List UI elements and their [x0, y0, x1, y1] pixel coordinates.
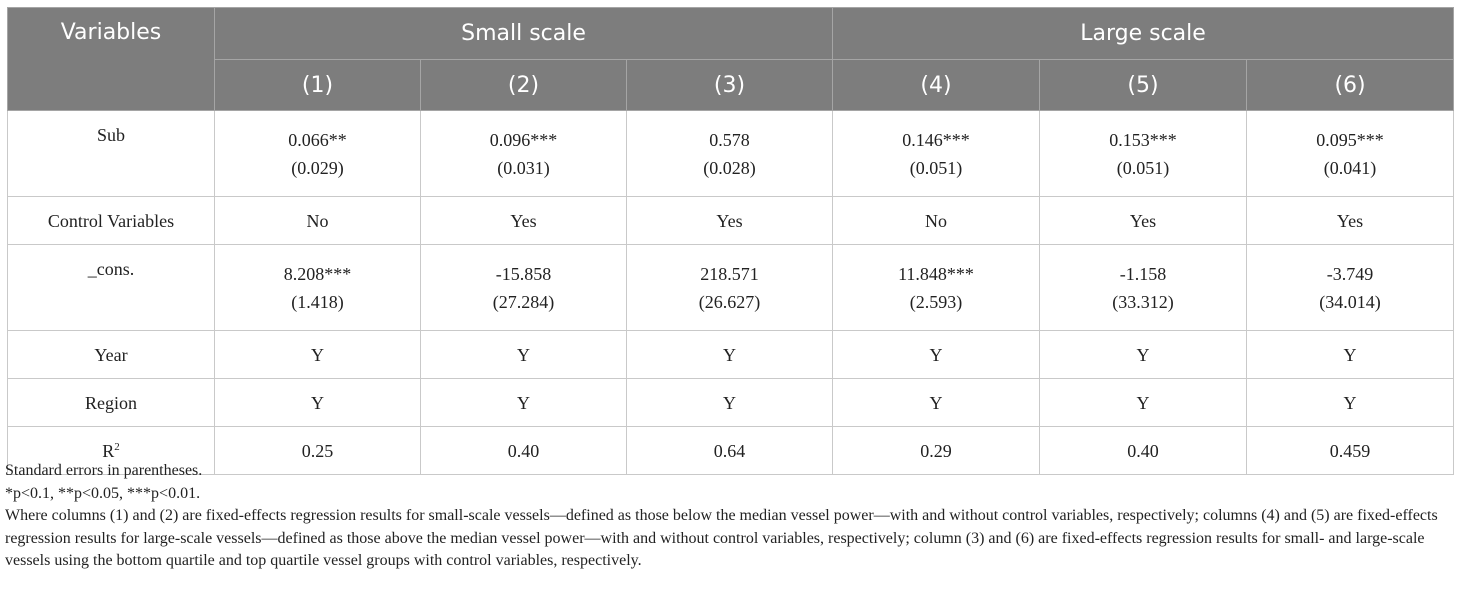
header-col-5: (5) [1039, 59, 1248, 111]
note-description: Where columns (1) and (2) are fixed-effe… [5, 507, 1438, 569]
regression-table: Variables Small scale Large scale (1) (2… [7, 7, 1455, 475]
table-cell: 0.578 (0.028) [625, 110, 834, 197]
std-error: (0.051) [1116, 157, 1170, 178]
row-label-sub: Sub [7, 110, 215, 197]
table-cell: No [214, 196, 421, 245]
table-cell: Y [1246, 330, 1455, 379]
std-error: (33.312) [1112, 291, 1174, 312]
coef-value: 0.146*** [902, 129, 970, 150]
table-cell: 8.208*** (1.418) [214, 244, 421, 331]
table-row-control-variables: Control Variables No Yes Yes No Yes Yes [7, 196, 1455, 245]
table-cell: Y [214, 378, 421, 427]
table-notes: Standard errors in parentheses. *p<0.1, … [5, 460, 1455, 573]
table-row-cons: _cons. 8.208*** (1.418) -15.858 (27.284) 2… [7, 244, 1455, 331]
row-label-r-squared: R2 [7, 426, 215, 475]
header-row-columns: (1) (2) (3) (4) (5) (6) [8, 59, 1455, 111]
coef-value: 0.066** [288, 129, 347, 150]
table-cell: Y [625, 378, 834, 427]
row-label-cons: _cons. [7, 244, 215, 331]
table-cell: 0.40 [420, 426, 627, 475]
header-row-groups: Variables Small scale Large scale [7, 7, 1455, 111]
header-col-6: (6) [1246, 59, 1455, 111]
row-label-control-variables: Control Variables [7, 196, 215, 245]
std-error: (26.627) [698, 291, 761, 312]
table-cell: Y [420, 330, 627, 379]
table-cell: Yes [1039, 196, 1248, 245]
table-cell: Y [625, 330, 834, 379]
std-error: (34.014) [1319, 291, 1381, 312]
coef-value: -3.749 [1326, 263, 1374, 284]
table-cell: Y [1039, 378, 1248, 427]
table-row-region: Region Y Y Y Y Y Y [7, 378, 1455, 427]
std-error: (0.041) [1323, 157, 1377, 178]
table-row-sub: Sub 0.066** (0.029) 0.096*** (0.031) 0.578… [7, 110, 1455, 197]
table-cell: 0.146*** (0.051) [832, 110, 1041, 197]
std-error: (27.284) [492, 291, 555, 312]
std-error: (2.593) [909, 291, 963, 312]
table-cell: 0.095*** (0.041) [1246, 110, 1455, 197]
coef-value: -1.158 [1119, 263, 1167, 284]
header-variables: Variables [7, 7, 215, 111]
table-cell: Y [832, 330, 1041, 379]
coef-value: 8.208*** [283, 263, 352, 284]
table-cell: 0.066** (0.029) [214, 110, 421, 197]
table-cell: 0.153*** (0.051) [1039, 110, 1248, 197]
std-error: (0.051) [909, 157, 963, 178]
coef-value: 0.578 [709, 129, 750, 150]
header-col-2: (2) [420, 59, 627, 111]
table-cell: 0.64 [625, 426, 834, 475]
table-cell: 0.459 [1246, 426, 1455, 475]
std-error: (0.031) [497, 157, 550, 178]
header-large-scale: Large scale [832, 7, 1455, 60]
table-cell: 11.848*** (2.593) [832, 244, 1041, 331]
table-row-r-squared: R2 0.25 0.40 0.64 0.29 0.40 0.459 [7, 426, 1455, 475]
table-cell: 218.571 (26.627) [625, 244, 834, 331]
header-col-1: (1) [214, 59, 421, 111]
regression-table-container: Variables Small scale Large scale (1) (2… [7, 7, 1455, 475]
coef-value: 0.153*** [1109, 129, 1177, 150]
table-cell: 0.096*** (0.031) [420, 110, 627, 197]
row-label-year: Year [7, 330, 215, 379]
std-error: (0.029) [291, 157, 344, 178]
note-standard-errors: Standard errors in parentheses. [5, 462, 203, 479]
std-error: (1.418) [291, 291, 344, 312]
coef-value: -15.858 [495, 263, 552, 284]
table-cell: -3.749 (34.014) [1246, 244, 1455, 331]
table-cell: Y [832, 378, 1041, 427]
header-col-3: (3) [625, 59, 834, 111]
table-cell: Y [1039, 330, 1248, 379]
r-squared-label: R [102, 440, 115, 461]
table-cell: 0.29 [832, 426, 1041, 475]
table-cell: Y [214, 330, 421, 379]
table-cell: Y [1246, 378, 1455, 427]
header-small-scale: Small scale [213, 7, 834, 60]
table-cell: 0.40 [1039, 426, 1248, 475]
table-cell: 0.25 [214, 426, 421, 475]
table-cell: Y [420, 378, 627, 427]
r-squared-superscript: 2 [114, 440, 120, 453]
table-cell: -15.858 (27.284) [420, 244, 627, 331]
header-col-4: (4) [832, 59, 1041, 111]
std-error: (0.028) [703, 157, 756, 178]
table-cell: Yes [625, 196, 834, 245]
coef-value: 0.096*** [489, 129, 558, 150]
table-row-year: Year Y Y Y Y Y Y [7, 330, 1455, 379]
coef-value: 0.095*** [1316, 129, 1384, 150]
coef-value: 218.571 [700, 263, 759, 284]
table-cell: Yes [1246, 196, 1455, 245]
row-label-region: Region [7, 378, 215, 427]
table-cell: No [832, 196, 1041, 245]
table-cell: -1.158 (33.312) [1039, 244, 1248, 331]
table-cell: Yes [420, 196, 627, 245]
coef-value: 11.848*** [898, 263, 974, 284]
note-significance: *p<0.1, **p<0.05, ***p<0.01. [5, 484, 201, 502]
